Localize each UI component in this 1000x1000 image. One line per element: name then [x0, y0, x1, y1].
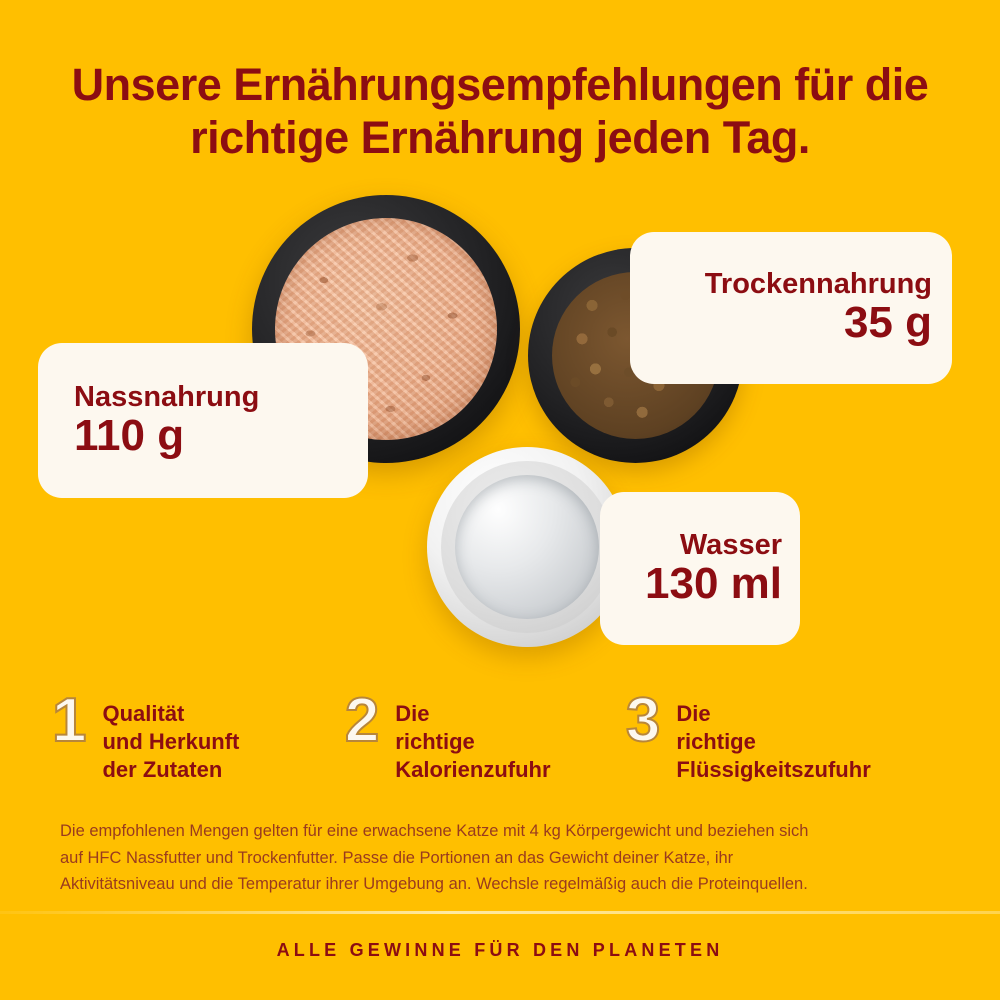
steps-list: 1 Qualität und Herkunft der Zutaten 2 Di…	[0, 686, 1000, 784]
fineprint-paragraph: Die empfohlenen Mengen gelten für eine e…	[60, 818, 945, 898]
step-number-3: 3	[625, 686, 662, 755]
footer-divider	[0, 911, 1000, 914]
dry-food-card-caption: Trockennahrung	[704, 268, 932, 301]
step-1-line3: der Zutaten	[102, 756, 223, 782]
step-1-line1: Qualität	[102, 701, 185, 726]
water-surface-icon	[455, 475, 599, 619]
step-item-3: 3 Die richtige Flüssigkeitszufuhr	[625, 686, 948, 784]
step-3-line1: Die	[676, 701, 711, 726]
step-text-2: Die richtige Kalorienzufuhr	[395, 694, 550, 784]
page-title-line2: richtige Ernährung jeden Tag.	[190, 112, 810, 164]
step-2-line2: richtige	[395, 728, 475, 754]
step-3-line2: richtige	[676, 728, 756, 754]
step-item-2: 2 Die richtige Kalorienzufuhr	[344, 686, 626, 784]
step-text-3: Die richtige Flüssigkeitszufuhr	[676, 694, 870, 784]
dry-food-card-amount: 35 g	[843, 298, 932, 348]
step-number-2: 2	[344, 686, 381, 755]
dry-food-card: Trockennahrung 35 g	[630, 232, 952, 384]
step-2-line3: Kalorienzufuhr	[395, 756, 551, 782]
step-2-line1: Die	[395, 701, 430, 726]
fineprint-line3: Aktivitätsniveau und die Temperatur ihre…	[60, 875, 808, 894]
fineprint-line2: auf HFC Nassfutter und Trockenfutter. Pa…	[60, 848, 734, 867]
step-1-line2: und Herkunft	[102, 728, 240, 754]
step-3-line3: Flüssigkeitszufuhr	[676, 756, 871, 782]
page-title-line1: Unsere Ernährungsempfehlungen für die	[71, 59, 929, 110]
page-title: Unsere Ernährungsempfehlungen für die ri…	[0, 58, 1000, 164]
step-item-1: 1 Qualität und Herkunft der Zutaten	[51, 686, 345, 784]
water-card: Wasser 130 ml	[600, 492, 800, 645]
water-card-amount: 130 ml	[645, 558, 782, 608]
wet-food-card-caption: Nassnahrung	[74, 380, 260, 413]
wet-food-card: Nassnahrung 110 g	[38, 343, 368, 498]
footer-tagline: ALLE GEWINNE FÜR DEN PLANETEN	[276, 940, 724, 960]
fineprint-line1: Die empfohlenen Mengen gelten für eine e…	[60, 822, 809, 840]
step-text-1: Qualität und Herkunft der Zutaten	[102, 694, 239, 784]
step-number-1: 1	[51, 686, 88, 755]
water-bowl	[427, 447, 627, 647]
water-card-caption: Wasser	[679, 528, 782, 561]
wet-food-card-amount: 110 g	[74, 410, 185, 460]
